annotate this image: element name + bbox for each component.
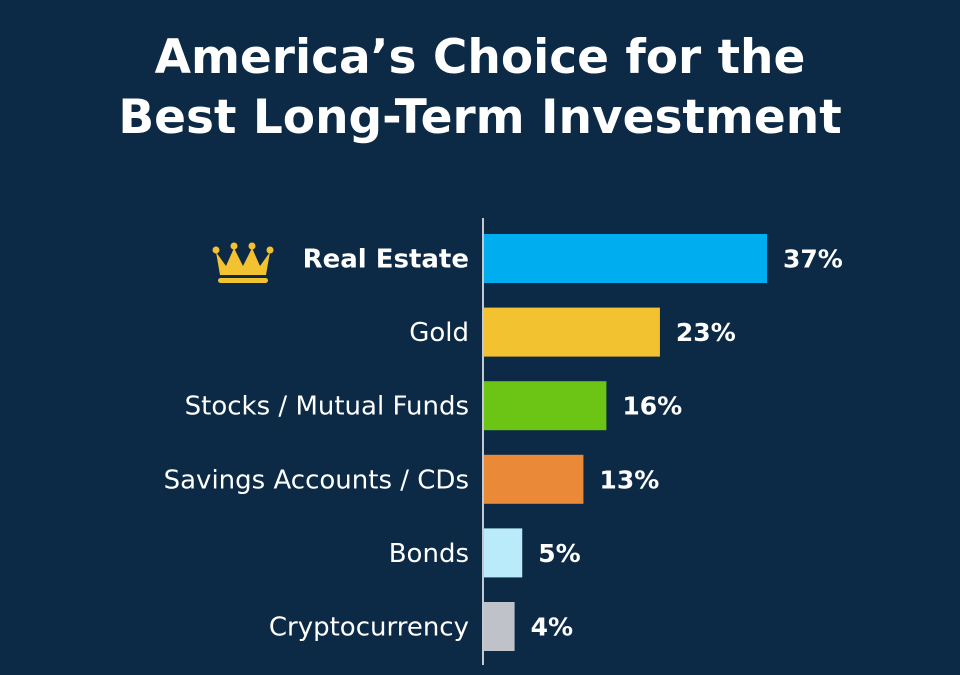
bar: [484, 234, 767, 283]
category-label: Cryptocurrency: [269, 613, 469, 643]
category-label: Real Estate: [303, 245, 469, 275]
bar: [484, 602, 515, 651]
value-label: 16%: [622, 392, 682, 421]
bar: [484, 381, 607, 431]
category-label: Bonds: [389, 539, 469, 569]
crown-icon: [212, 242, 274, 283]
value-label: 37%: [783, 245, 843, 274]
value-label: 5%: [538, 539, 580, 568]
title-line-1: America’s Choice for the: [154, 30, 806, 85]
bar: [484, 528, 523, 578]
value-label: 23%: [676, 318, 736, 347]
bar: [484, 307, 660, 357]
category-label: Gold: [409, 318, 469, 348]
value-label: 4%: [531, 613, 573, 642]
title-line-2: Best Long-Term Investment: [118, 90, 842, 145]
chart-title: America’s Choice for the Best Long-Term …: [0, 28, 960, 148]
category-label: Stocks / Mutual Funds: [185, 392, 469, 422]
bar: [484, 454, 584, 504]
category-label: Savings Accounts / CDs: [164, 465, 469, 495]
value-label: 13%: [599, 465, 659, 494]
